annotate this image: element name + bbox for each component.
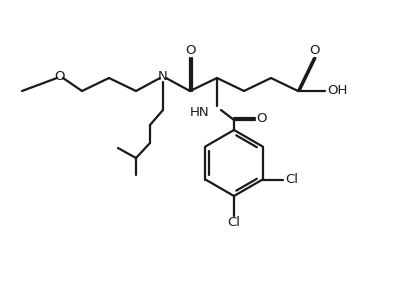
Text: Cl: Cl (284, 173, 297, 186)
Text: HN: HN (189, 105, 209, 119)
Text: O: O (309, 44, 320, 58)
Text: N: N (158, 71, 168, 83)
Text: O: O (256, 113, 267, 125)
Text: OH: OH (326, 83, 346, 97)
Text: Cl: Cl (227, 217, 240, 229)
Text: O: O (55, 71, 65, 83)
Text: O: O (185, 44, 196, 58)
